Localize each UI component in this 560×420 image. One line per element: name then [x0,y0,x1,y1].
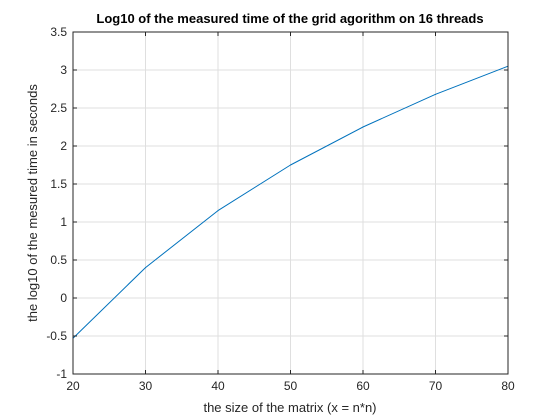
x-tick-label: 40 [211,379,225,393]
y-tick-label: 2 [60,139,67,153]
y-tick-label: -1 [56,367,67,381]
x-tick-label: 60 [356,379,370,393]
y-tick-label: 3 [60,63,67,77]
y-tick-label: 3.5 [50,25,67,39]
y-tick-label: 2.5 [50,101,67,115]
y-tick-label: -0.5 [46,329,67,343]
x-tick-label: 30 [139,379,153,393]
data-point [435,93,436,95]
data-point [362,126,364,128]
x-tick-label: 50 [284,379,298,393]
data-point [145,267,146,269]
y-tick-label: 1.5 [50,177,67,191]
x-tick-label: 20 [66,379,80,393]
x-tick-label: 70 [429,379,443,393]
y-tick-label: 0.5 [50,253,67,267]
chart-title: Log10 of the measured time of the grid a… [96,11,483,26]
y-tick-label: 0 [60,291,67,305]
y-axis-label: the log10 of the mesured time in seconds [25,84,40,322]
data-point [217,210,219,212]
ticks: 20 30 40 50 60 70 80 -1 -0.5 0 0.5 1 1.5 2 2.5 3 3.5 [46,25,515,393]
x-axis-label: the size of the matrix (x = n*n) [203,400,376,415]
y-tick-label: 1 [60,215,67,229]
data-point [290,164,291,166]
x-tick-label: 80 [501,379,515,393]
